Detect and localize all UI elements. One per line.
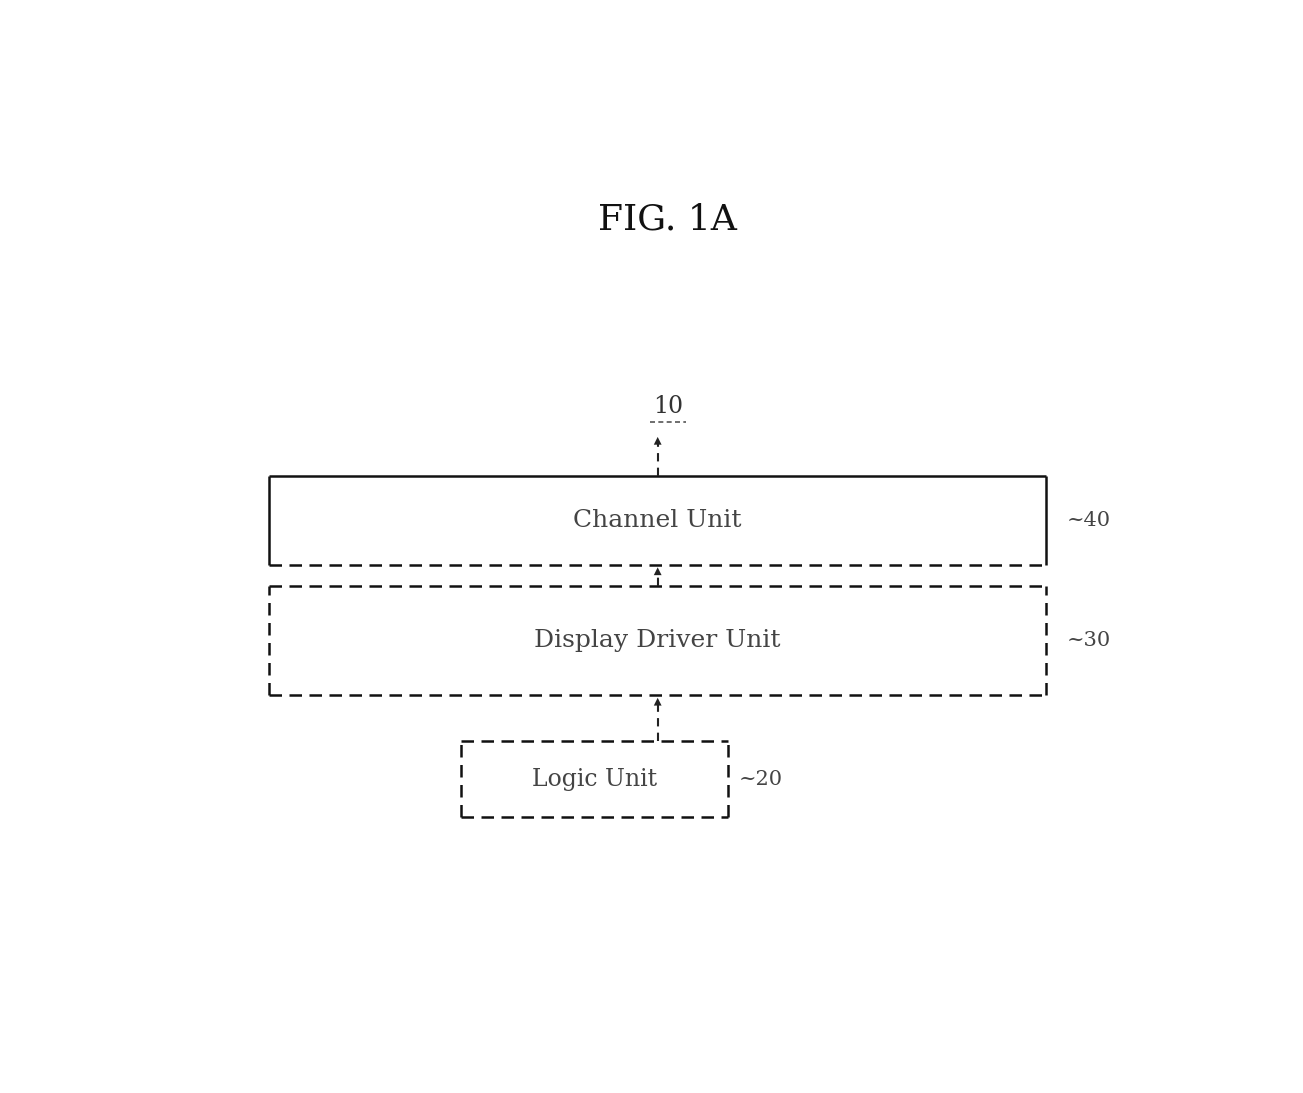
Text: Display Driver Unit: Display Driver Unit (534, 628, 780, 651)
Text: ~40: ~40 (1067, 510, 1110, 530)
Text: ~30: ~30 (1067, 631, 1111, 650)
Text: ~20: ~20 (739, 769, 783, 789)
Text: Channel Unit: Channel Unit (573, 509, 741, 532)
Text: FIG. 1A: FIG. 1A (598, 202, 737, 236)
Text: 10: 10 (653, 396, 683, 419)
Text: Logic Unit: Logic Unit (532, 767, 657, 790)
